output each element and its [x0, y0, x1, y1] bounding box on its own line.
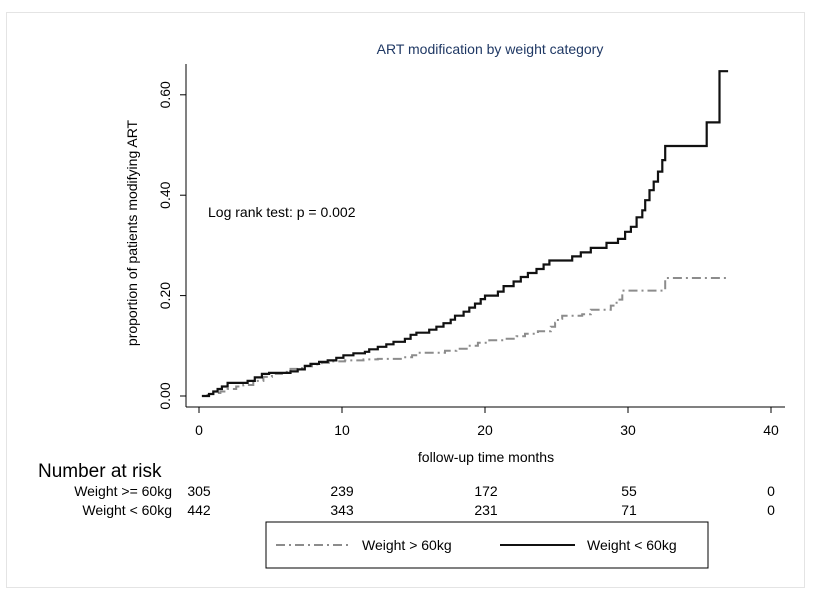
- risk-count: 0: [767, 483, 775, 499]
- legend-label-weight-under-60: Weight < 60kg: [587, 537, 677, 553]
- x-tick-label: 40: [763, 422, 779, 438]
- risk-count: 0: [767, 502, 775, 518]
- x-tick-label: 10: [334, 422, 350, 438]
- y-tick-label: 0.60: [157, 81, 173, 108]
- legend: Weight > 60kg Weight < 60kg: [265, 521, 709, 569]
- series-line-weight-under-60: [201, 70, 729, 398]
- axes: [185, 64, 785, 408]
- risk-table: Weight >= 60kg 305 239 172 55 0 Weight < 60kg 4…: [74, 483, 775, 518]
- legend-label-weight-over-60: Weight > 60kg: [362, 537, 452, 553]
- chart-frame: [6, 12, 805, 588]
- y-axis-label: proportion of patients modifying ART: [124, 119, 140, 346]
- y-tick-label: 0.40: [157, 181, 173, 208]
- series-group: [201, 70, 729, 398]
- risk-count: 172: [474, 483, 498, 499]
- risk-row-label: Weight >= 60kg: [74, 483, 172, 499]
- risk-count: 71: [621, 502, 637, 518]
- risk-count: 239: [330, 483, 354, 499]
- risk-row-label: Weight < 60kg: [82, 502, 172, 518]
- y-ticks: 0.00 0.20 0.40 0.60: [157, 81, 186, 410]
- x-tick-label: 0: [195, 422, 203, 438]
- y-tick-label: 0.20: [157, 282, 173, 309]
- y-tick-label: 0.00: [157, 382, 173, 409]
- chart-title: ART modification by weight category: [377, 41, 604, 57]
- x-tick-label: 30: [620, 422, 636, 438]
- log-rank-annotation: Log rank test: p = 0.002: [208, 204, 356, 220]
- risk-count: 305: [187, 483, 211, 499]
- x-axis-label: follow-up time months: [418, 449, 554, 465]
- risk-count: 55: [621, 483, 637, 499]
- x-ticks: 0 10 20 30 40: [195, 407, 779, 438]
- risk-count: 343: [330, 502, 354, 518]
- series-line-weight-over-60: [201, 277, 729, 397]
- risk-count: 231: [474, 502, 498, 518]
- x-tick-label: 20: [477, 422, 493, 438]
- risk-count: 442: [187, 502, 211, 518]
- risk-table-title: Number at risk: [38, 461, 162, 482]
